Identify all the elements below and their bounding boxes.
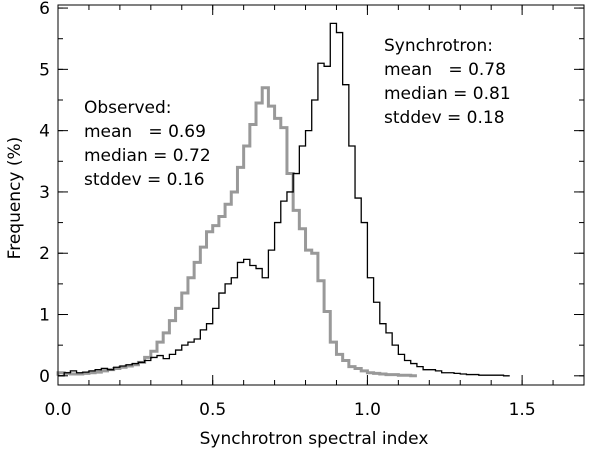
synchrotron-mean: mean = 0.78 — [384, 60, 506, 80]
histogram-synchrotron-line — [58, 22, 510, 377]
observed-mean: mean = 0.69 — [84, 122, 206, 142]
synchrotron-heading: Synchrotron: — [384, 36, 493, 56]
synchrotron-median: median = 0.81 — [384, 84, 511, 104]
observed-heading: Observed: — [84, 98, 172, 118]
y-tick-label: 4 — [39, 122, 50, 142]
synchrotron-stddev: stddev = 0.18 — [384, 108, 505, 128]
observed-stddev: stddev = 0.16 — [84, 170, 205, 190]
series-layer — [56, 22, 510, 378]
y-axis-label: Frequency (%) — [5, 137, 25, 260]
x-axis-label: Synchrotron spectral index — [200, 429, 429, 449]
y-tick-label: 6 — [39, 0, 50, 19]
y-tick-label: 2 — [39, 244, 50, 264]
y-tick-label: 5 — [39, 60, 50, 80]
observed-stats-annotation: Observed: mean = 0.69 median = 0.72 stdd… — [84, 98, 211, 190]
x-tick-label: 0.5 — [199, 400, 226, 420]
x-tick-label: 0.0 — [44, 400, 71, 420]
tick-layer: 0.0 0.5 1.0 1.5 0 1 2 3 4 5 6 — [39, 0, 585, 420]
observed-median: median = 0.72 — [84, 146, 211, 166]
x-tick-label: 1.0 — [354, 400, 381, 420]
y-tick-label: 1 — [39, 306, 50, 326]
plot-frame — [57, 4, 585, 386]
x-tick-label: 1.5 — [509, 400, 536, 420]
y-tick-label: 0 — [39, 367, 50, 387]
y-tick-label: 3 — [39, 183, 50, 203]
synchrotron-stats-annotation: Synchrotron: mean = 0.78 median = 0.81 s… — [384, 36, 511, 128]
histogram-observed-line — [56, 86, 417, 378]
